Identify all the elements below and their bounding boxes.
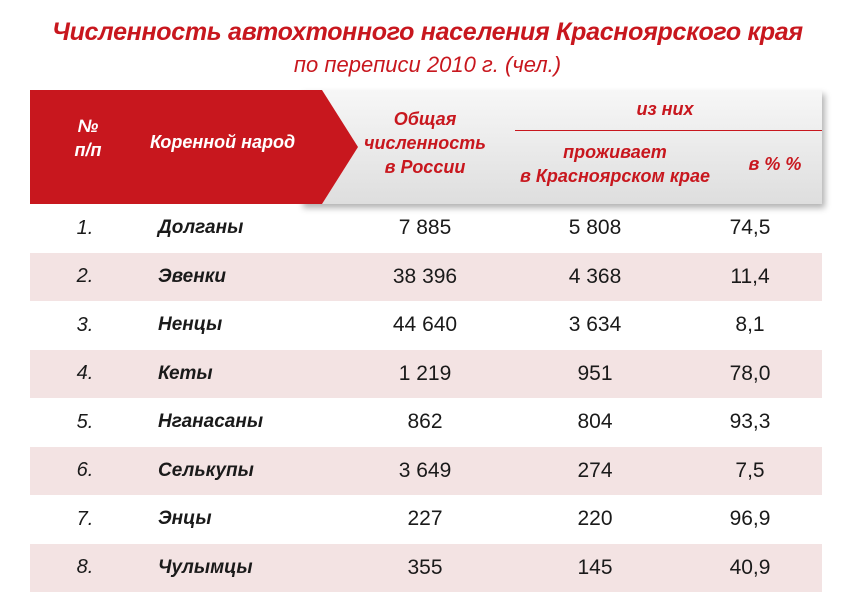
row-total-russia: 862 <box>407 410 443 434</box>
row-total-russia: 355 <box>407 555 443 579</box>
row-num: 7. <box>76 507 94 530</box>
header-people: Коренной народ <box>150 130 330 154</box>
table-row: 4. Кеты 1 219 951 78,0 <box>30 349 822 398</box>
table-row: 6. Селькупы 3 649 274 7,5 <box>30 446 822 495</box>
row-num: 8. <box>76 556 94 579</box>
row-percent: 8,1 <box>735 313 765 337</box>
table-row: 7. Энцы 227 220 96,9 <box>30 495 822 544</box>
table-header: № п/п Коренной народ Общая численность в… <box>30 90 822 204</box>
row-in-kray: 145 <box>577 555 613 579</box>
header-num: № п/п <box>58 114 118 162</box>
row-people-name: Селькупы <box>158 459 254 481</box>
row-percent: 7,5 <box>735 458 765 482</box>
row-in-kray: 804 <box>577 410 613 434</box>
row-percent: 11,4 <box>730 264 770 288</box>
row-people-name: Энцы <box>158 508 212 530</box>
row-in-kray: 5 808 <box>568 216 622 240</box>
table-row: 3. Ненцы 44 640 3 634 8,1 <box>30 301 822 350</box>
row-total-russia: 3 649 <box>398 458 452 482</box>
header-kray: проживает в Красноярском крае <box>500 140 730 188</box>
header-num-line2: п/п <box>74 140 102 160</box>
header-of-them-label: из них <box>636 99 694 119</box>
header-kray-line1: проживает <box>563 142 667 162</box>
document-subtitle: по переписи 2010 г. (чел.) <box>293 52 562 77</box>
row-people-name: Чулымцы <box>158 556 253 578</box>
header-total-line1: Общая <box>393 109 457 129</box>
row-percent: 74,5 <box>729 216 771 240</box>
row-total-russia: 38 396 <box>392 264 458 288</box>
table-row: 8. Чулымцы 355 145 40,9 <box>30 543 822 592</box>
header-num-line1: № <box>77 116 99 136</box>
table-body: 1. Долганы 7 885 5 808 74,5 2. Эвенки 38… <box>30 204 822 592</box>
table-row: 1. Долганы 7 885 5 808 74,5 <box>30 204 822 253</box>
row-in-kray: 220 <box>577 507 613 531</box>
row-percent: 93,3 <box>729 410 771 434</box>
header-pct: в % % <box>730 152 820 176</box>
row-num: 1. <box>76 216 94 239</box>
document-title: Численность автохтонного населения Красн… <box>52 18 803 46</box>
row-percent: 40,9 <box>729 555 771 579</box>
row-in-kray: 274 <box>577 458 613 482</box>
row-percent: 78,0 <box>729 361 771 385</box>
row-total-russia: 227 <box>407 507 443 531</box>
header-pct-label: в % % <box>748 154 802 174</box>
row-people-name: Ненцы <box>158 314 223 336</box>
row-num: 5. <box>76 410 94 433</box>
row-people-name: Кеты <box>158 362 213 384</box>
table-row: 5. Нганасаны 862 804 93,3 <box>30 398 822 447</box>
row-people-name: Эвенки <box>158 265 226 287</box>
row-num: 6. <box>76 459 94 482</box>
header-total-line3: в России <box>384 157 466 177</box>
row-num: 2. <box>76 265 94 288</box>
header-divider <box>515 130 822 131</box>
row-num: 4. <box>76 362 94 385</box>
row-total-russia: 1 219 <box>398 361 452 385</box>
row-total-russia: 7 885 <box>398 216 452 240</box>
row-people-name: Нганасаны <box>158 411 264 433</box>
header-grey-band <box>300 90 822 204</box>
header-total-line2: численность <box>364 133 486 153</box>
table-row: 2. Эвенки 38 396 4 368 11,4 <box>30 252 822 301</box>
header-total: Общая численность в России <box>350 107 500 179</box>
row-in-kray: 4 368 <box>568 264 622 288</box>
row-num: 3. <box>76 313 94 336</box>
row-percent: 96,9 <box>729 507 771 531</box>
row-total-russia: 44 640 <box>392 313 458 337</box>
header-kray-line2: в Красноярском крае <box>519 166 710 186</box>
header-of-them: из них <box>590 97 740 121</box>
header-people-label: Коренной народ <box>150 132 296 152</box>
row-people-name: Долганы <box>158 217 244 239</box>
header-red-arrow <box>30 90 358 204</box>
row-in-kray: 951 <box>577 361 613 385</box>
row-in-kray: 3 634 <box>568 313 622 337</box>
